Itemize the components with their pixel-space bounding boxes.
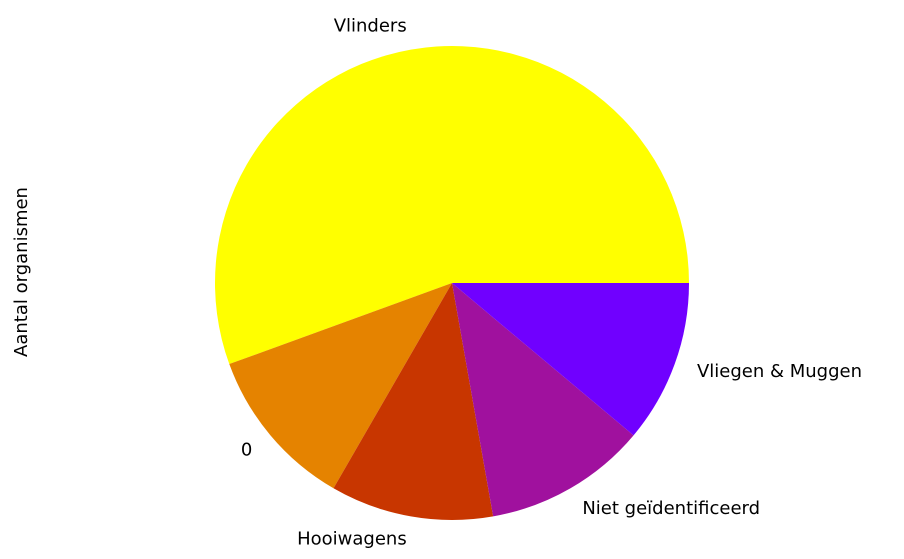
- pie-slice: [452, 283, 634, 517]
- slice-label: 0: [241, 440, 252, 461]
- pie-slice: [229, 283, 452, 489]
- slice-label: Niet geïdentificeerd: [582, 498, 760, 519]
- pie-slice: [333, 283, 494, 520]
- slice-label: Hooiwagens: [297, 529, 407, 550]
- slice-label: Vliegen & Muggen: [697, 361, 862, 382]
- pie-slice: [452, 283, 689, 436]
- slice-label: Vlinders: [334, 15, 407, 36]
- pie-slice: [215, 45, 689, 365]
- y-axis-label: Aantal organismen: [11, 187, 32, 357]
